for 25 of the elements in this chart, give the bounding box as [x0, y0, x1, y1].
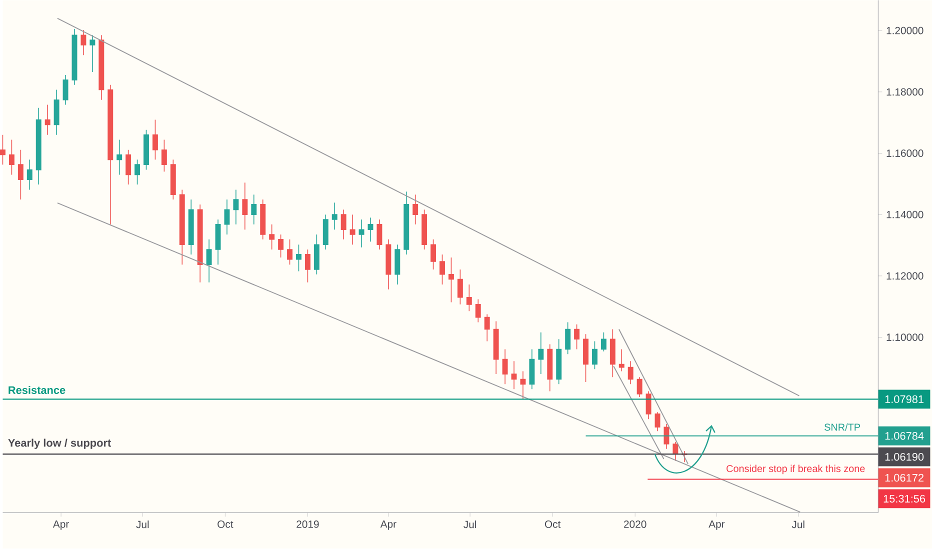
y-tick-label: 1.12000	[886, 272, 924, 280]
x-tick-label: Oct	[218, 520, 234, 528]
x-tick-label: Jul	[136, 520, 149, 528]
x-tick-label: Apr	[708, 520, 725, 530]
text: 1.07981	[885, 396, 924, 404]
text: 1.06190	[885, 453, 924, 461]
y-tick-label: 1.14000	[886, 211, 924, 218]
y-tick-label: 1.20000	[886, 27, 924, 34]
x-tick-label: 2019	[296, 520, 319, 528]
annotation: Consider stop if break this zone	[726, 465, 865, 474]
x-tick-label: Jul	[792, 520, 804, 528]
text: 1.06172	[885, 474, 924, 482]
x-tick-label: Apr	[380, 520, 396, 530]
annotation: SNR/TP	[824, 424, 860, 431]
y-tick-label: 1.16000	[886, 150, 924, 158]
ref-line-label: Resistance	[8, 386, 66, 394]
y-tick-label: 1.18000	[886, 88, 924, 96]
text: 15:31:56	[884, 495, 926, 503]
x-tick-label: 2020	[624, 520, 646, 528]
x-tick-label: Jul	[464, 520, 476, 528]
ref-line-label: Yearly low / support	[8, 438, 112, 450]
text: 1.06784	[885, 432, 924, 440]
x-tick-label: Apr	[52, 520, 69, 530]
x-tick-label: Oct	[544, 520, 561, 528]
y-tick-label: 1.10000	[886, 334, 924, 342]
